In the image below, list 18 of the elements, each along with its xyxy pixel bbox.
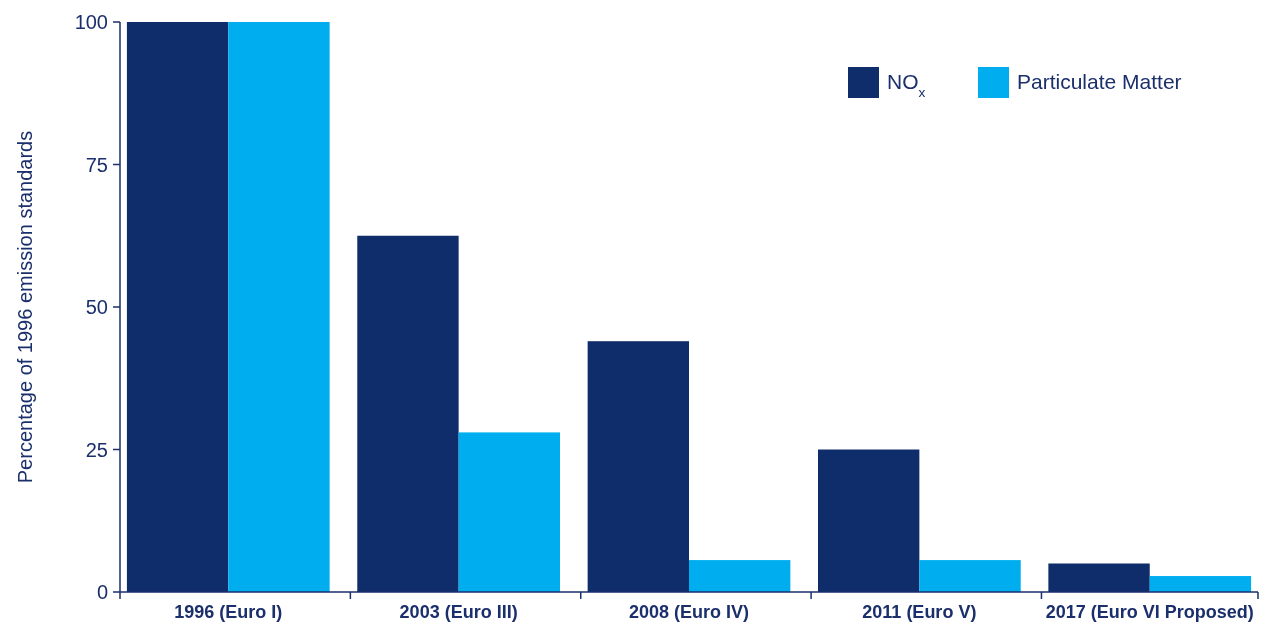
y-tick-label: 75: [85, 153, 108, 176]
bar: [689, 560, 791, 592]
bar: [458, 432, 560, 592]
bar: [228, 22, 330, 592]
x-tick-label: 1996 (Euro I): [174, 602, 283, 622]
y-tick-label: 50: [85, 296, 108, 318]
legend-label: Particulate Matter: [1017, 70, 1182, 94]
y-tick-label: 25: [85, 438, 108, 461]
y-tick-label: 0: [96, 581, 108, 603]
x-tick-label: 2011 (Euro V): [862, 602, 977, 622]
x-tick-label: 2017 (Euro VI Proposed): [1045, 602, 1254, 622]
y-axis-title: Percentage of 1996 emission standards: [14, 130, 36, 484]
legend-label: NO$_{x}$: [887, 70, 926, 100]
x-tick-label: 2008 (Euro IV): [628, 602, 750, 622]
bar: [919, 560, 1021, 592]
bar: [1149, 576, 1252, 592]
y-tick-label: 100: [74, 11, 108, 33]
x-tick-label: 2003 (Euro III): [399, 602, 518, 622]
